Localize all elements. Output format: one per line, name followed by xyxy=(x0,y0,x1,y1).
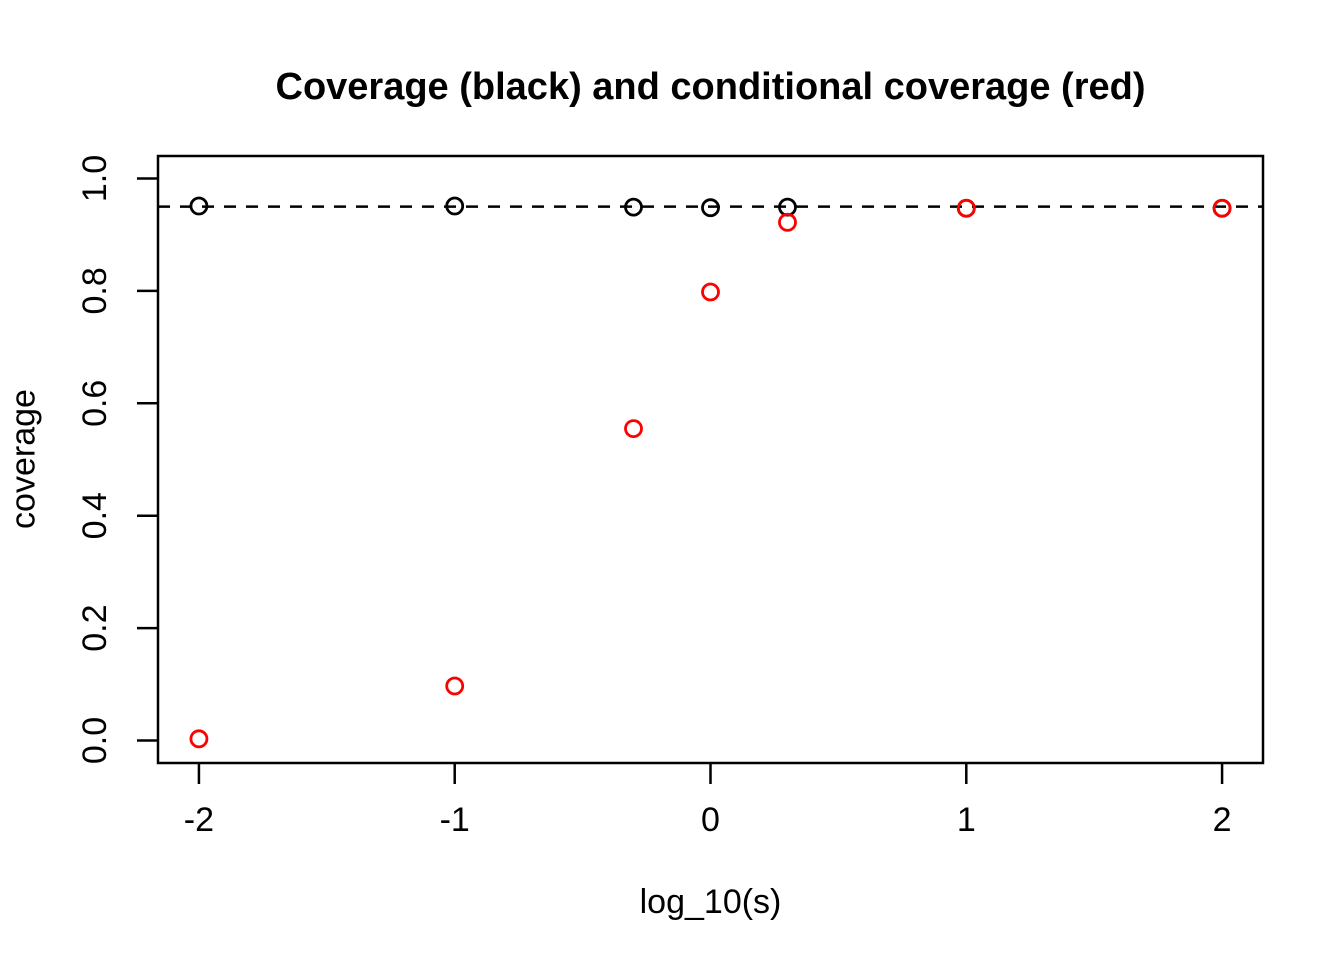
y-tick-label: 0.6 xyxy=(76,380,114,427)
conditional-coverage-point xyxy=(778,212,797,232)
chart-title: Coverage (black) and conditional coverag… xyxy=(275,66,1146,108)
y-tick-label: 0.8 xyxy=(76,267,114,314)
conditional-coverage-point xyxy=(445,676,465,696)
y-tick-label: 1.0 xyxy=(76,155,114,202)
plot-border xyxy=(156,154,1265,765)
coverage-point xyxy=(189,196,209,216)
conditional-coverage-point xyxy=(956,198,976,218)
coverage-point xyxy=(701,198,720,218)
conditional-coverage-point xyxy=(701,282,720,302)
x-tick-label: 2 xyxy=(1213,801,1232,839)
y-tick-label: 0.4 xyxy=(76,492,114,539)
y-tick-label: 0.2 xyxy=(76,604,114,651)
x-tick-label: -1 xyxy=(440,801,470,839)
conditional-coverage-point xyxy=(624,419,643,438)
x-tick-label: -2 xyxy=(184,801,214,839)
x-tick-label: 1 xyxy=(957,801,976,839)
x-axis-label: log_10(s) xyxy=(639,883,782,921)
y-tick-label: 0.0 xyxy=(76,717,114,764)
coverage-point xyxy=(624,197,643,217)
x-tick-label: 0 xyxy=(701,801,720,839)
conditional-coverage-point xyxy=(189,729,209,749)
coverage-point xyxy=(445,196,465,216)
conditional-coverage-point xyxy=(1212,198,1232,218)
